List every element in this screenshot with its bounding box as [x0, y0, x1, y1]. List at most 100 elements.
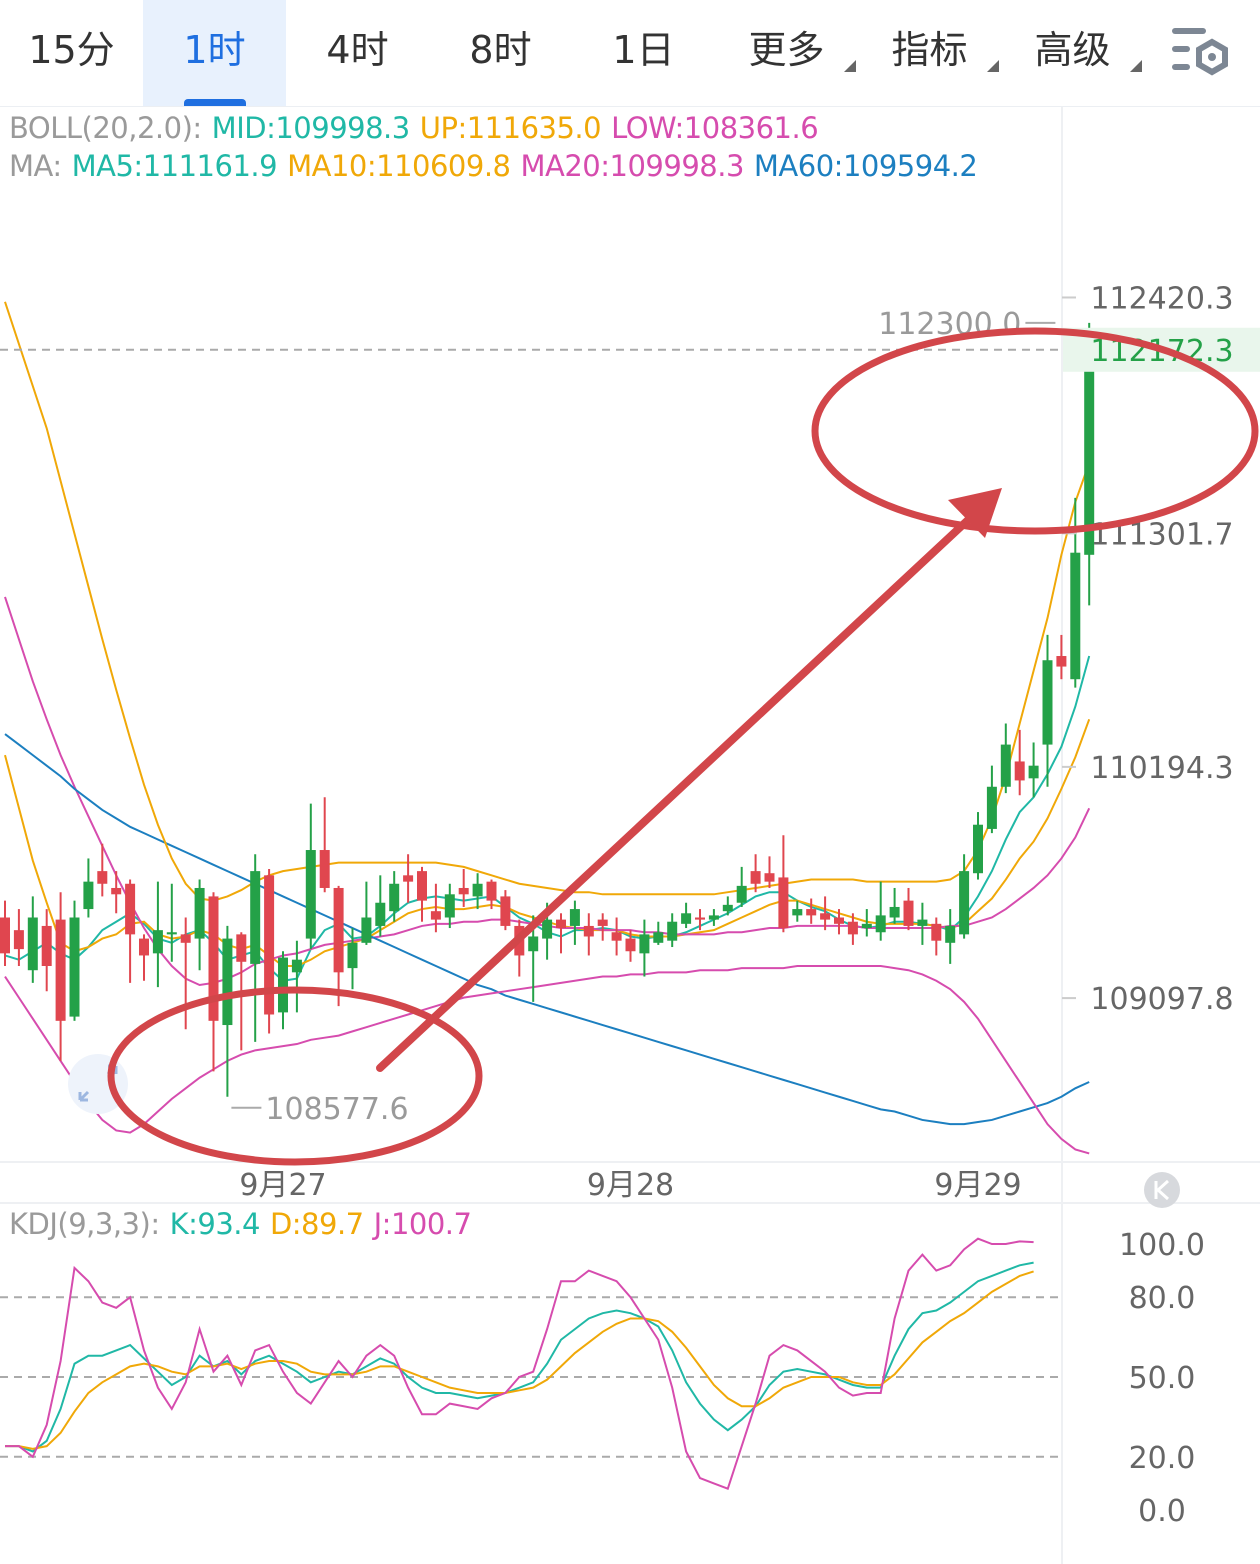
tab-more[interactable]: 更多: [715, 0, 858, 106]
active-tab-indicator: [183, 99, 246, 106]
candle-body: [333, 887, 344, 973]
candle-body: [403, 875, 414, 882]
kdj-y-tick-label: 100.0: [1119, 1228, 1205, 1263]
candle-body: [264, 875, 275, 1015]
candle-body: [1028, 765, 1039, 779]
tab-label: 1日: [612, 28, 675, 72]
candle-body: [1056, 656, 1067, 667]
y-tick-label: 110194.3: [1090, 751, 1233, 786]
ma60-value: MA60:109594.2: [753, 149, 978, 183]
collapse-panel-icon[interactable]: [1144, 1172, 1180, 1208]
candle-body: [375, 902, 386, 926]
candle-body: [319, 850, 330, 888]
candle-body: [430, 911, 441, 920]
highlight-circle-low: [107, 986, 483, 1166]
candle-body: [653, 932, 664, 943]
candle-body: [847, 921, 858, 935]
candle-body: [291, 959, 302, 973]
candle-body: [889, 906, 900, 918]
candle-body: [708, 915, 719, 920]
candle-body: [305, 850, 316, 939]
candle-body: [959, 871, 970, 935]
tab-label: 4时: [326, 28, 389, 72]
candle-body: [444, 894, 455, 918]
collapse-panel-circle: [1144, 1172, 1180, 1208]
dropdown-caret-icon: [1130, 60, 1142, 72]
boll-up: UP:111635.0: [419, 111, 602, 145]
candle-body: [639, 934, 650, 954]
ma-name: MA:: [9, 149, 62, 183]
ma5-value: MA5:111161.9: [71, 149, 278, 183]
candle-body: [931, 923, 942, 941]
boll-low: LOW:108361.6: [611, 111, 819, 145]
tab-15min[interactable]: 15分: [0, 0, 143, 106]
candle-body: [139, 938, 149, 956]
candle-body: [389, 883, 400, 912]
candle-body: [625, 938, 636, 952]
tab-4hour[interactable]: 4时: [286, 0, 429, 106]
tab-advanced[interactable]: 高级: [1001, 0, 1144, 106]
candle-body: [1070, 552, 1081, 680]
tab-1day[interactable]: 1日: [572, 0, 715, 106]
boll-upper-line: [4, 301, 1091, 902]
candle-body: [152, 930, 163, 954]
kdj-legend: KDJ(9,3,3): K:93.4 D:89.7 J:100.7: [9, 1207, 481, 1241]
candle-body: [750, 871, 761, 884]
kdj-d-line: [5, 1270, 1034, 1450]
candle-body: [528, 936, 539, 952]
candle-body: [417, 871, 427, 901]
trend-arrow-line: [376, 516, 972, 1072]
chart-settings-gear-icon[interactable]: [1168, 22, 1232, 82]
candle-body: [695, 917, 705, 920]
candle-body: [236, 934, 247, 962]
candle-body: [736, 885, 747, 903]
candle-body: [1042, 660, 1053, 745]
boll-name: BOLL(20,2.0):: [9, 111, 202, 145]
candle-body: [806, 909, 817, 916]
candle-body: [778, 877, 789, 929]
candle-body: [278, 957, 288, 1013]
tab-8hour[interactable]: 8时: [429, 0, 572, 106]
candle-body: [917, 919, 928, 926]
candle-body: [222, 938, 233, 1026]
tab-label: 高级: [1034, 28, 1111, 72]
candle-body: [250, 871, 261, 964]
candle-body: [361, 917, 372, 943]
candle-body: [973, 824, 983, 874]
tab-label: 更多: [748, 28, 825, 72]
kdj-j-line: [5, 1237, 1034, 1491]
x-tick-label: 9月28: [587, 1168, 674, 1203]
low-price-label: 108577.6: [265, 1092, 408, 1127]
candle-body: [556, 919, 566, 929]
candle-body: [583, 925, 594, 937]
candle-body: [1000, 744, 1011, 787]
candle-body: [458, 887, 469, 895]
kdj-name: KDJ(9,3,3):: [9, 1207, 160, 1241]
candle-body: [500, 896, 511, 926]
tab-1hour[interactable]: 1时: [143, 0, 286, 106]
candle-body: [569, 909, 580, 926]
candle-body: [861, 923, 872, 929]
candle-body: [722, 904, 733, 912]
tab-indicators[interactable]: 指标: [858, 0, 1001, 106]
candle-body: [180, 934, 191, 943]
tab-label: 指标: [891, 28, 968, 72]
candle-body: [166, 932, 177, 935]
ma-legend: MA: MA5:111161.9 MA10:110609.8 MA20:109998.…: [9, 149, 987, 183]
candle-body: [1014, 761, 1025, 781]
candle-body: [13, 930, 24, 950]
candle-body: [875, 915, 886, 933]
candle-body: [55, 919, 66, 1021]
tab-label: 8时: [469, 28, 532, 72]
candle-body: [208, 896, 219, 1021]
boll-lower-line: [4, 965, 1090, 1155]
x-tick-label: 9月29: [934, 1168, 1021, 1203]
tab-label: 1时: [183, 28, 246, 72]
kdj-y-tick-label: 50.0: [1129, 1361, 1196, 1396]
kdj-y-tick-label: 0.0: [1138, 1494, 1186, 1529]
candle-body: [125, 883, 136, 935]
highlight-circle-high: [811, 327, 1259, 535]
candle-body: [834, 917, 844, 924]
ma20-value: MA20:109998.3: [520, 149, 745, 183]
candle-body: [945, 925, 956, 943]
